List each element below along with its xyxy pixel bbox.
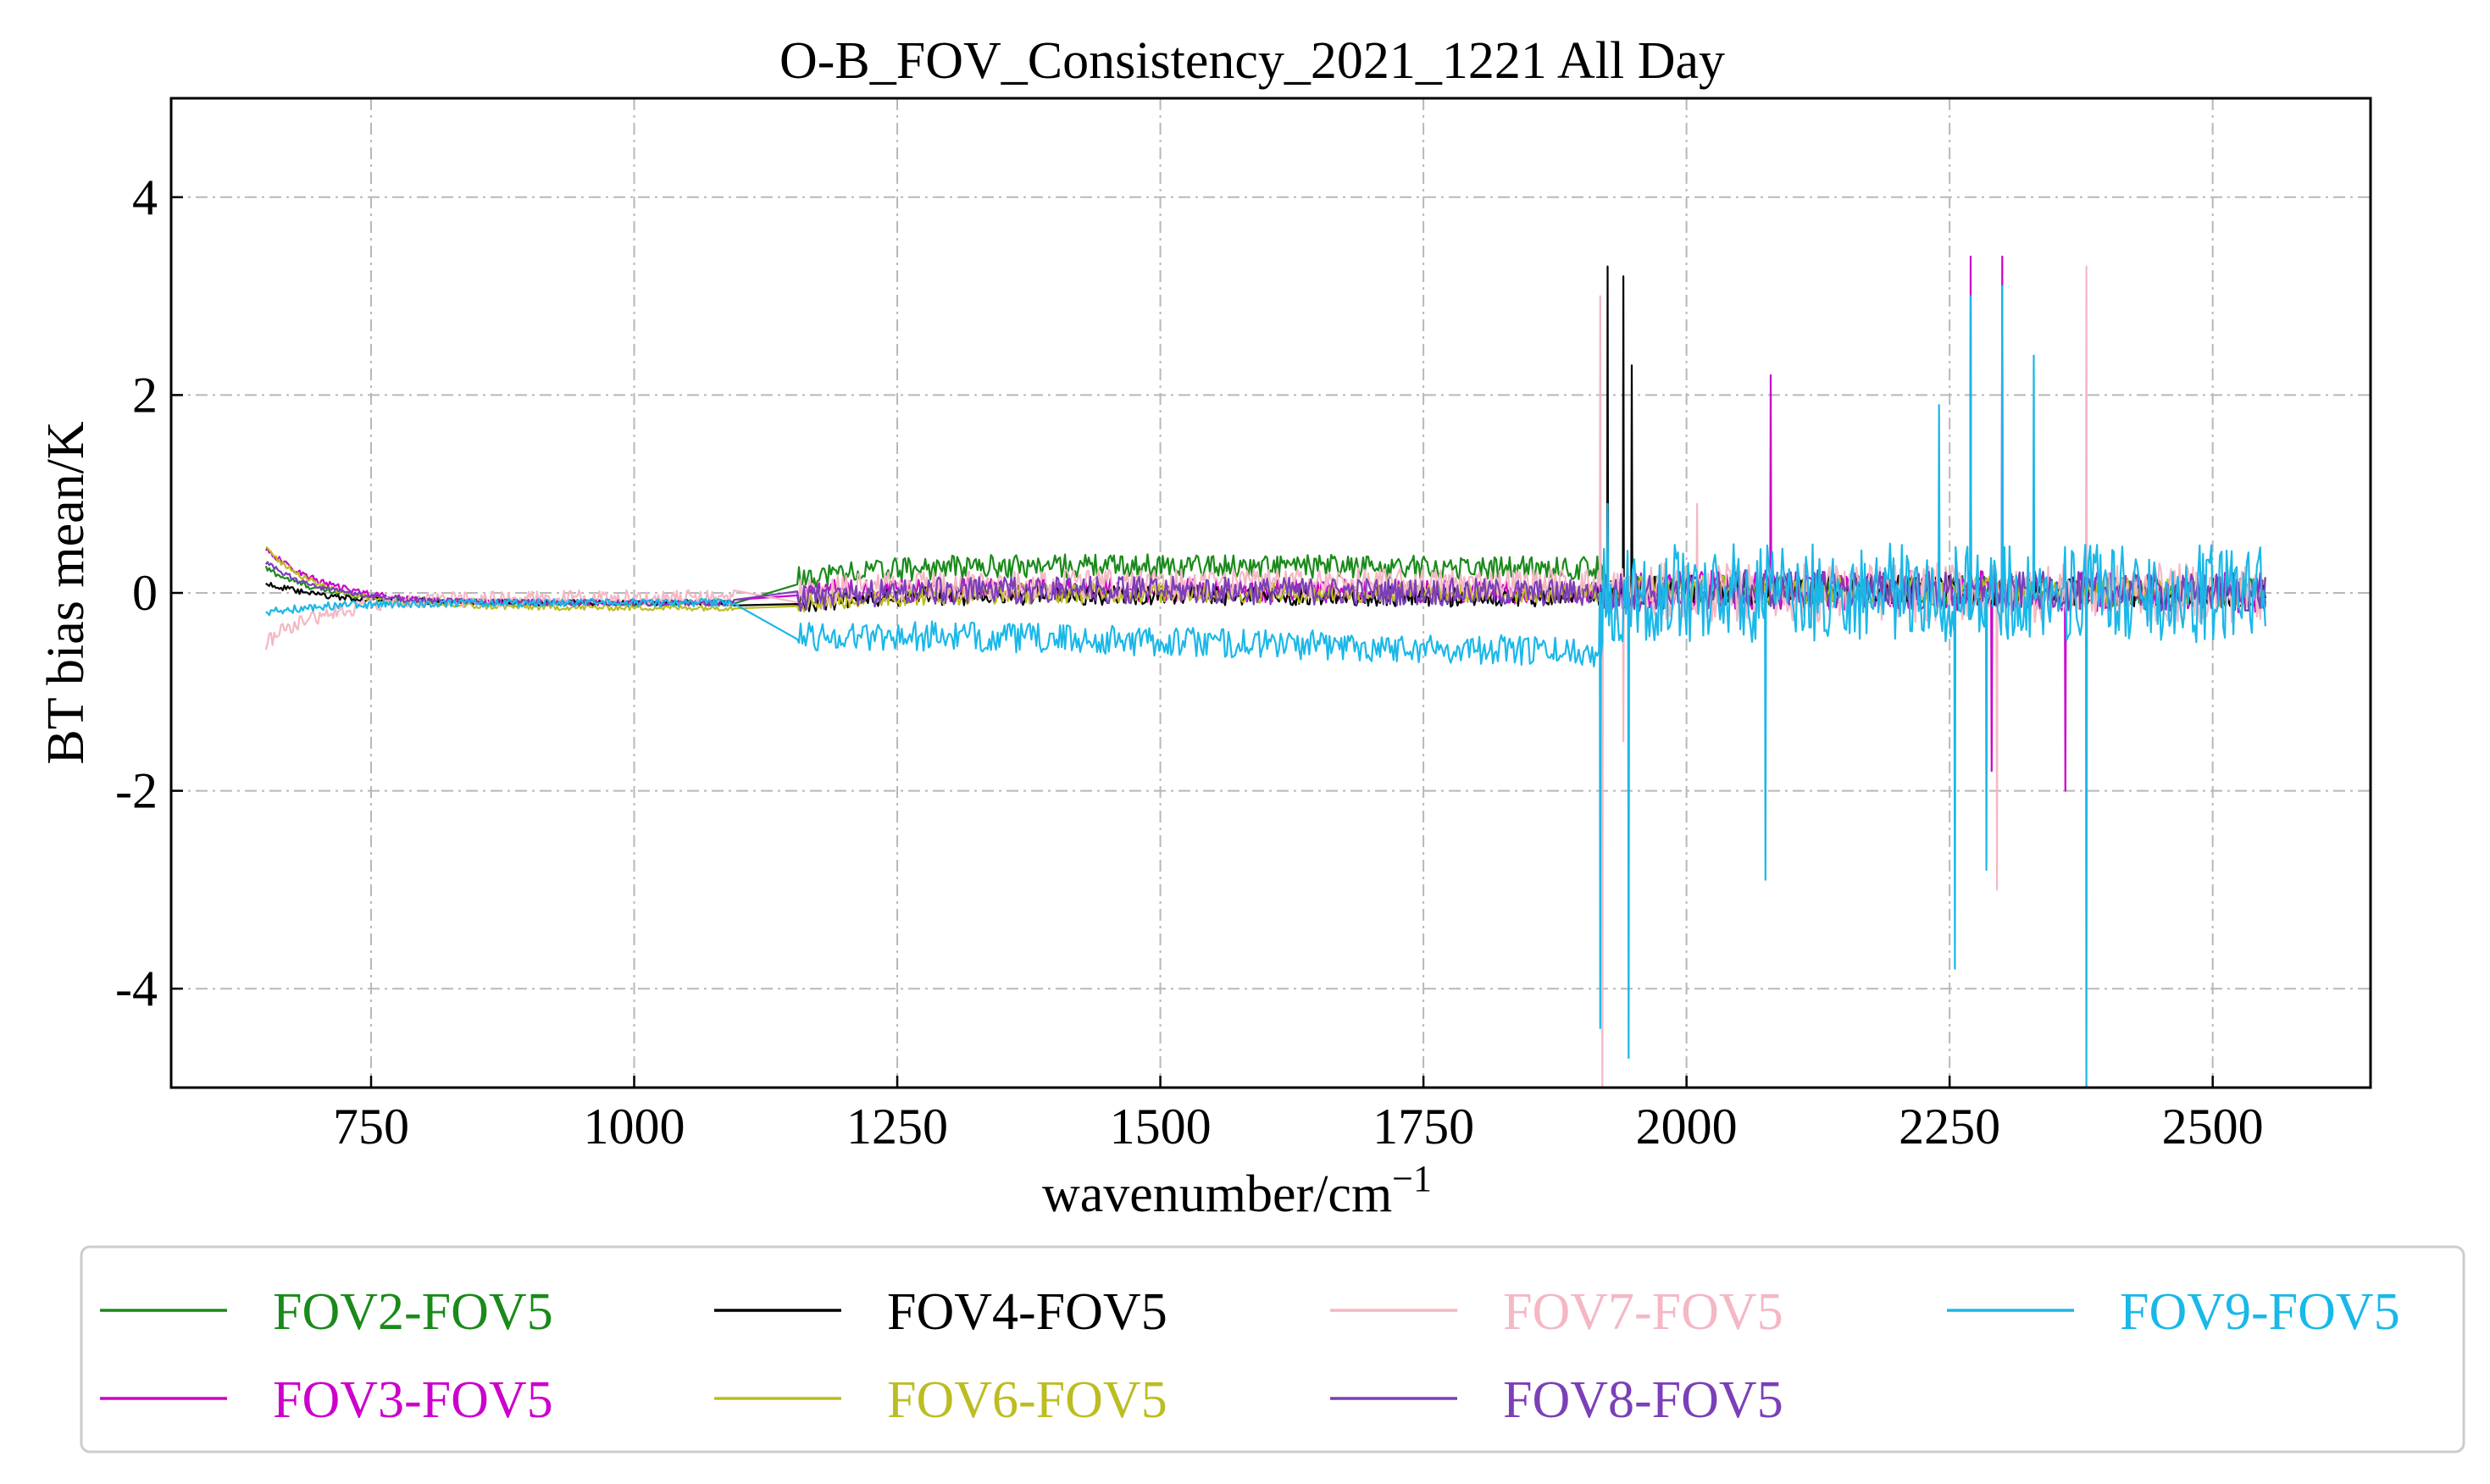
x-tick-label: 1250 [846,1099,948,1155]
series-line-fov8-fov5 [264,561,2266,612]
series-line-fov6-fov5 [265,545,2266,612]
x-tick-label: 1750 [1373,1099,1474,1155]
chart-title: O-B_FOV_Consistency_2021_1221 All Day [779,32,1725,90]
legend-label: FOV6-FOV5 [887,1371,1167,1429]
x-tick-label: 2250 [1899,1099,2000,1155]
y-tick-label: 4 [132,169,158,225]
legend-frame [80,1245,2465,1454]
legend-label: FOV8-FOV5 [1503,1371,1783,1429]
series-line-fov9-fov5 [265,285,2266,1087]
y-tick-label: -4 [115,961,158,1016]
legend-items: FOV2-FOV5 FOV3-FOV5 FOV4-FOV5 FOV6-FOV5 FOV7… [100,1283,2400,1429]
axis-ticks: 750 1000 1250 1500 1750 2000 2250 2500 -4 -2 0 2 4 [115,169,2264,1155]
x-axis-label: wavenumber/cm−1 [1042,1158,1432,1223]
x-tick-label: 1500 [1110,1099,1212,1155]
y-tick-label: -2 [115,763,158,819]
x-tick-label: 750 [333,1099,409,1155]
legend-label: FOV2-FOV5 [273,1283,553,1341]
legend-label: FOV4-FOV5 [887,1283,1167,1341]
legend-label: FOV7-FOV5 [1503,1283,1783,1341]
series-layer [264,255,2266,1087]
y-tick-label: 2 [132,367,158,423]
x-tick-label: 2500 [2162,1099,2264,1155]
legend-label: FOV9-FOV5 [2120,1283,2400,1341]
legend-label: FOV3-FOV5 [273,1371,553,1429]
x-tick-label: 2000 [1636,1099,1738,1155]
legend: FOV2-FOV5 FOV3-FOV5 FOV4-FOV5 FOV6-FOV5 FOV7… [80,1245,2465,1454]
x-tick-label: 1000 [584,1099,685,1155]
x-axis-label-text: wavenumber/cm [1042,1166,1392,1223]
y-axis-label: BT bias mean/K [37,421,95,764]
y-tick-label: 0 [132,565,158,621]
plot-area: 750 1000 1250 1500 1750 2000 2250 2500 -4 -2 0 2 4 [115,97,2372,1155]
x-axis-label-superscript: −1 [1392,1158,1432,1199]
